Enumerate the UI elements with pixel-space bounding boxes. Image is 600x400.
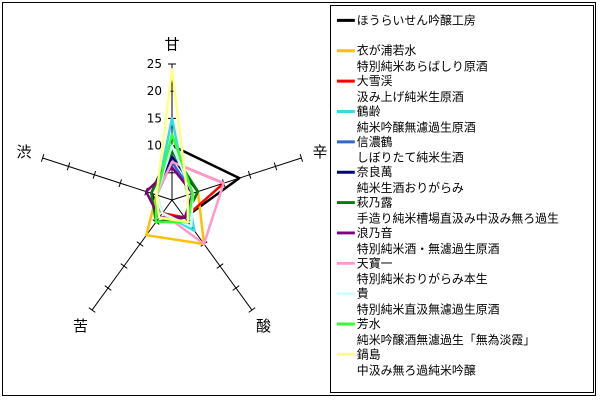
legend-label: 鍋島 [357, 347, 381, 361]
legend-label: 貴 [357, 287, 369, 301]
radar-series [144, 68, 241, 246]
axis-label: 酸 [256, 317, 271, 335]
radar-grid [40, 63, 304, 313]
radar-tick-labels: 10 15 20 25 [147, 57, 162, 153]
series-line [155, 68, 190, 224]
chart-frame [2, 2, 596, 396]
axis-tick [120, 263, 128, 269]
axis-tick [88, 307, 96, 313]
axis-tick [247, 170, 252, 179]
legend-label: 天寶一 [357, 256, 393, 270]
legend-sublabel: 手造り純米槽場直汲み中汲み無ろ過生 [357, 211, 559, 225]
legend-sublabel: 特別純米酒・無濾過生原酒 [357, 242, 500, 256]
series-line [154, 133, 194, 224]
axis-tick [273, 162, 278, 171]
legend-items: ほうらいせん吟醸工房衣が浦若水特別純米あらばしり原酒大雪渓汲み上げ純米生原酒鶴齢… [336, 13, 559, 377]
tick-label: 10 [147, 139, 162, 153]
legend-label: 信濃鶴 [357, 135, 393, 149]
legend-sublabel: 純米生酒おりがらみ [357, 181, 464, 195]
legend-label: 衣が浦若水 [357, 44, 417, 58]
axis-label: 辛 [312, 143, 327, 161]
legend-sublabel: しぼりたて純米生酒 [357, 151, 464, 165]
legend-label: 鶴齢 [357, 104, 381, 118]
legend: ほうらいせん吟醸工房衣が浦若水特別純米あらばしり原酒大雪渓汲み上げ純米生原酒鶴齢… [330, 5, 594, 393]
legend-label: 大雪渓 [357, 74, 393, 88]
radar-chart: 10 15 20 25 甘辛酸 苦 渋 [17, 35, 328, 334]
axis-tick [118, 179, 122, 188]
axis-tick [40, 154, 45, 162]
legend-entry: ほうらいせん吟醸工房 [336, 13, 476, 27]
axis-label: 甘 [164, 35, 179, 53]
axis-tick [136, 241, 144, 247]
axis-tick [299, 154, 304, 162]
tick-label: 20 [147, 84, 162, 98]
legend-label: 浪乃音 [357, 226, 393, 240]
axis-label: 渋 [17, 143, 32, 161]
tick-label: 25 [147, 57, 162, 71]
axis-tick [104, 285, 112, 291]
legend-sublabel: 特別純米あらばしり原酒 [357, 60, 488, 74]
axis-tick [248, 307, 256, 313]
legend-sublabel: 純米吟醸酒無濾過生「無為淡霞」 [357, 333, 535, 347]
axis-tick [92, 170, 97, 179]
radar-axis-labels: 甘辛酸 苦 渋 [17, 35, 328, 334]
legend-sublabel: 特別純米おりがらみ本生 [357, 272, 488, 286]
axis-tick [232, 285, 240, 291]
axis-label: 苦 [73, 317, 88, 335]
legend-label: 芳水 [357, 317, 381, 331]
legend-sublabel: 純米吟醸無濾過生原酒 [357, 120, 476, 134]
legend-sublabel: 特別純米直汲無濾過生原酒 [357, 303, 500, 317]
legend-sublabel: 汲み上げ純米生原酒 [357, 90, 464, 104]
legend-sublabel: 中汲み無ろ過純米吟醸 [357, 363, 476, 377]
axis-tick [66, 162, 71, 171]
legend-label: 奈良萬 [357, 165, 393, 179]
axis-tick [216, 263, 224, 269]
legend-label: ほうらいせん吟醸工房 [357, 13, 476, 27]
tick-label: 15 [147, 111, 162, 125]
legend-label: 萩乃露 [357, 196, 393, 210]
